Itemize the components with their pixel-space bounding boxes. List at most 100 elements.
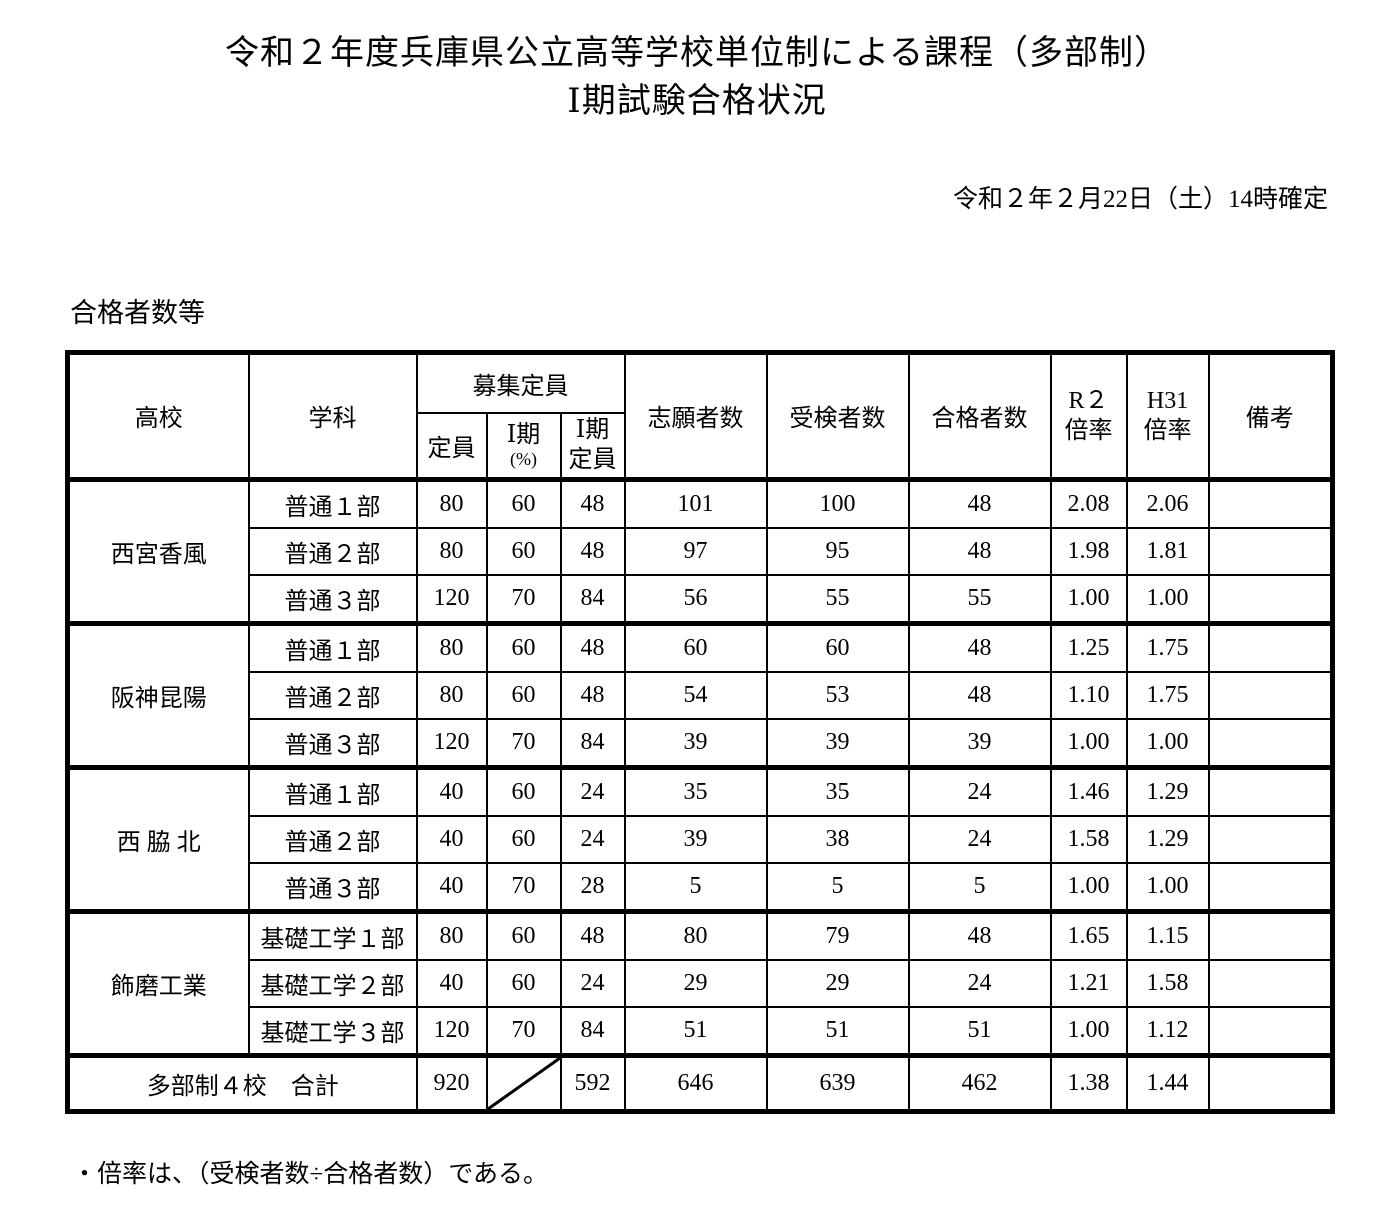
department-cell: 普通１部 [247,764,418,817]
note-cell [1207,1005,1334,1057]
phase1-pct-cell: 60 [485,670,562,720]
department-cell: 基礎工学２部 [247,958,418,1008]
examinees-cell: 39 [765,717,910,769]
applicants-cell: 35 [623,764,768,817]
examinees-cell: 55 [765,573,910,625]
capacity-cell: 80 [415,620,488,673]
phase1-capacity-cell: 48 [559,476,626,529]
total-examinees-cell: 639 [765,1052,910,1113]
passed-cell: 48 [907,908,1052,961]
examinees-cell: 95 [765,526,910,576]
examinees-cell: 5 [765,861,910,913]
department-cell: 普通１部 [247,620,418,673]
h31-rate-cell: 1.00 [1125,717,1210,769]
phase1-capacity-cell: 84 [559,717,626,769]
col-header-note: 備考 [1207,351,1334,481]
page-title: 令和２年度兵庫県公立高等学校単位制による課程（多部制） Ⅰ期試験合格状況 [0,30,1394,127]
capacity-cell: 40 [415,764,488,817]
phase1-pct-cell: 60 [485,764,562,817]
total-passed-cell: 462 [907,1052,1052,1113]
phase1-capacity-cell: 28 [559,861,626,913]
r2-rate-cell: 1.46 [1049,764,1128,817]
department-cell: 普通２部 [247,670,418,720]
r2-rate-cell: 1.65 [1049,908,1128,961]
r2-rate-cell: 1.58 [1049,814,1128,864]
passed-cell: 48 [907,526,1052,576]
note-cell [1207,958,1334,1008]
col-header-dept: 学科 [247,351,418,481]
capacity-cell: 80 [415,476,488,529]
capacity-cell: 80 [415,908,488,961]
table-row: 普通２部 80 60 48 97 95 48 1.98 1.81 [68,526,1334,576]
footnote: ・倍率は、（受検者数÷合格者数）である。 [72,1160,548,1188]
page-title-line2: Ⅰ期試験合格状況 [567,83,827,121]
department-cell: 普通１部 [247,476,418,529]
passed-cell: 48 [907,476,1052,529]
col-header-h31-rate: H31 倍率 [1125,351,1210,481]
h31-rate-cell: 1.29 [1125,814,1210,864]
phase1-capacity-cell: 48 [559,526,626,576]
r2-rate-cell: 1.00 [1049,573,1128,625]
total-h31-rate-cell: 1.44 [1125,1052,1210,1113]
r2-rate-cell: 1.10 [1049,670,1128,720]
phase1-pct-cell: 60 [485,814,562,864]
applicants-cell: 5 [623,861,768,913]
passed-cell: 39 [907,717,1052,769]
passed-cell: 5 [907,861,1052,913]
school-name-cell: 西宮香風 [66,476,250,625]
h31-rate-cell: 2.06 [1125,476,1210,529]
h31-rate-cell: 1.00 [1125,573,1210,625]
table-row: 基礎工学２部 40 60 24 29 29 24 1.21 1.58 [68,958,1334,1008]
note-cell [1207,573,1334,625]
school-name-cell: 阪神昆陽 [66,620,250,769]
h31-rate-cell: 1.75 [1125,620,1210,673]
col-header-examinees: 受検者数 [765,351,910,481]
examinees-cell: 29 [765,958,910,1008]
table-row: 西宮香風 普通１部 80 60 48 101 100 48 2.08 2.06 [66,476,1334,625]
department-cell: 普通２部 [247,526,418,576]
capacity-cell: 40 [415,814,488,864]
capacity-cell: 40 [415,861,488,913]
note-cell [1207,526,1334,576]
r2-rate-cell: 1.00 [1049,1005,1128,1057]
department-cell: 普通３部 [247,861,418,913]
section-heading: 合格者数等 [70,297,205,328]
passed-cell: 51 [907,1005,1052,1057]
total-row: 多部制４校 合計 920 592 646 639 462 1.38 1.44 [66,1052,1334,1113]
total-note-cell [1207,1052,1334,1113]
passed-cell: 48 [907,670,1052,720]
note-cell [1207,717,1334,769]
r2-rate-cell: 1.21 [1049,958,1128,1008]
h31-rate-cell: 1.00 [1125,861,1210,913]
r2-rate-cell: 1.00 [1049,717,1128,769]
note-cell [1207,620,1334,673]
col-header-capacity: 定員 [415,411,488,481]
h31-rate-cell: 1.75 [1125,670,1210,720]
table-row: 普通３部 120 70 84 56 55 55 1.00 1.00 [68,573,1334,625]
phase1-pct-unit: (%) [510,448,537,469]
table-row: 普通２部 80 60 48 54 53 48 1.10 1.75 [68,670,1334,720]
applicants-cell: 39 [623,717,768,769]
h31-rate-cell: 1.58 [1125,958,1210,1008]
capacity-cell: 80 [415,670,488,720]
total-label-cell: 多部制４校 合計 [66,1052,418,1113]
applicants-cell: 29 [623,958,768,1008]
school-name-cell: 飾磨工業 [66,908,250,1057]
applicants-cell: 51 [623,1005,768,1057]
examinees-cell: 100 [765,476,910,529]
capacity-cell: 120 [415,1005,488,1057]
phase1-pct-cell: 60 [485,908,562,961]
table-row: 基礎工学３部 120 70 84 51 51 51 1.00 1.12 [68,1005,1334,1057]
phase1-capacity-cell: 84 [559,573,626,625]
h31-rate-cell: 1.15 [1125,908,1210,961]
diagonal-slash-cell [485,1052,562,1113]
col-header-school: 高校 [66,351,250,481]
table-row: 普通２部 40 60 24 39 38 24 1.58 1.29 [68,814,1334,864]
phase1-capacity-cell: 24 [559,814,626,864]
examinees-cell: 79 [765,908,910,961]
applicants-cell: 101 [623,476,768,529]
table-row: 普通３部 40 70 28 5 5 5 1.00 1.00 [68,861,1334,913]
results-table: 高校 学科 募集定員 志願者数 受検者数 合格者数 R２ 倍率 H31 倍率 備… [65,349,1336,1114]
applicants-cell: 54 [623,670,768,720]
r2-rate-cell: 1.00 [1049,861,1128,913]
